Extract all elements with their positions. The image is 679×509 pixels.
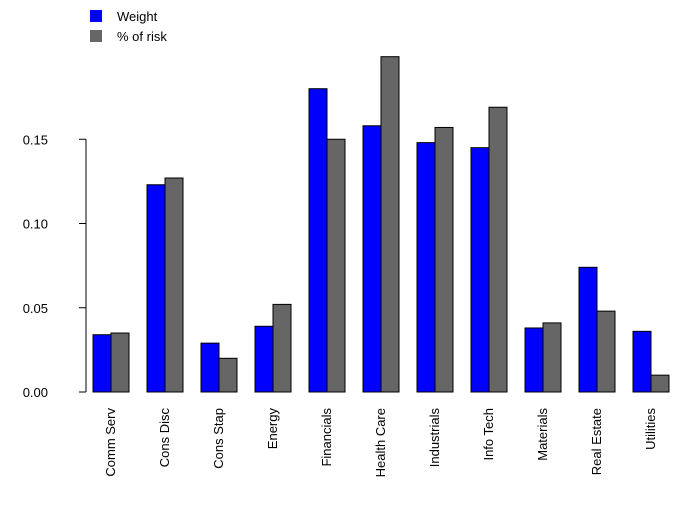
bar bbox=[218, 357, 238, 393]
x-tick-label: Cons Disc bbox=[157, 408, 172, 468]
bar bbox=[434, 126, 454, 393]
legend-label: Weight bbox=[117, 9, 158, 24]
bar bbox=[524, 327, 544, 393]
y-tick-label: 0.15 bbox=[23, 132, 48, 147]
x-tick-label: Comm Serv bbox=[103, 408, 118, 477]
x-tick-label: Industrials bbox=[427, 408, 442, 468]
bar bbox=[200, 342, 220, 393]
bar bbox=[380, 56, 400, 393]
legend-label: % of risk bbox=[117, 29, 167, 44]
bar bbox=[254, 325, 274, 393]
bar bbox=[650, 374, 670, 393]
y-tick-label: 0.10 bbox=[23, 217, 48, 232]
bar bbox=[164, 177, 184, 393]
bar bbox=[542, 322, 562, 393]
y-tick-label: 0.00 bbox=[23, 385, 48, 400]
bar bbox=[272, 303, 292, 393]
x-tick-label: Info Tech bbox=[481, 408, 496, 461]
x-tick-label: Health Care bbox=[373, 408, 388, 477]
legend-swatch bbox=[90, 30, 102, 42]
x-tick-label: Real Estate bbox=[589, 408, 604, 475]
bar bbox=[596, 310, 616, 393]
bar bbox=[146, 184, 166, 393]
legend-swatch bbox=[90, 10, 102, 22]
bar bbox=[110, 332, 130, 393]
bar bbox=[470, 147, 490, 393]
x-tick-label: Utilities bbox=[643, 408, 658, 450]
y-tick-label: 0.05 bbox=[23, 301, 48, 316]
bar bbox=[578, 266, 598, 393]
x-tick-label: Cons Stap bbox=[211, 408, 226, 469]
x-tick-label: Materials bbox=[535, 408, 550, 461]
bar bbox=[416, 142, 436, 393]
bar bbox=[308, 88, 328, 393]
bar bbox=[326, 138, 346, 393]
bar bbox=[362, 125, 382, 393]
bar bbox=[488, 106, 508, 393]
bar bbox=[92, 334, 112, 393]
x-tick-label: Energy bbox=[265, 408, 280, 450]
x-tick-label: Financials bbox=[319, 408, 334, 467]
bar bbox=[632, 330, 652, 393]
